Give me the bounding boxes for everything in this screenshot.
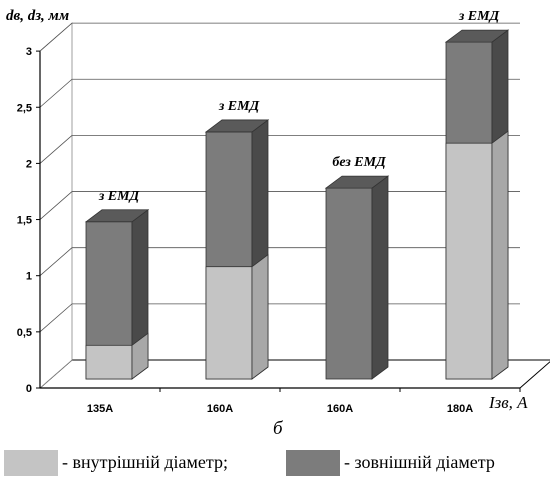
bar-annotation: з ЕМД bbox=[98, 189, 140, 204]
bar-inner-side bbox=[491, 130, 509, 380]
bar-outer-top bbox=[204, 119, 270, 133]
bar-outer-top bbox=[84, 209, 150, 223]
bar-inner-side bbox=[131, 332, 149, 380]
gridline bbox=[39, 78, 520, 108]
x-axis-label: Iзв, А bbox=[489, 393, 528, 412]
bar-outer-side bbox=[371, 175, 389, 380]
figure-caption: б bbox=[273, 418, 283, 439]
bar-outer-top bbox=[324, 175, 390, 189]
gridline bbox=[39, 22, 520, 52]
y-tick-label: 2 bbox=[26, 158, 32, 170]
bar-inner-front bbox=[205, 266, 253, 380]
y-tick-label: 0 bbox=[26, 383, 32, 395]
legend: - внутрішній діаметр; - зовнішній діамет… bbox=[0, 448, 550, 478]
bar-annotation: з ЕМД bbox=[218, 99, 260, 114]
y-tick-label: 0,5 bbox=[17, 327, 32, 339]
legend-label-outer: - зовнішній діаметр bbox=[344, 452, 495, 472]
x-tick-label: 135А bbox=[87, 403, 113, 415]
bar-inner-front bbox=[445, 142, 493, 380]
bar-annotation: без ЕМД bbox=[332, 155, 386, 170]
legend-swatch-outer bbox=[286, 450, 340, 476]
bar-inner-front bbox=[85, 344, 133, 380]
y-tick-label: 1 bbox=[26, 271, 32, 283]
x-tick-label: 160А bbox=[327, 403, 353, 415]
bar-annotation: з ЕМД bbox=[458, 9, 500, 24]
x-tick-label: 160А bbox=[207, 403, 233, 415]
bar-outer-top bbox=[444, 29, 510, 43]
x-tick-label: 180А bbox=[447, 403, 473, 415]
legend-swatch-inner bbox=[4, 450, 58, 476]
y-tick-label: 2,5 bbox=[17, 102, 32, 114]
gridline bbox=[39, 134, 520, 164]
legend-label-inner: - внутрішній діаметр; bbox=[62, 452, 228, 472]
y-tick-label: 3 bbox=[26, 46, 32, 58]
y-tick-label: 1,5 bbox=[17, 215, 32, 227]
bar-inner-side bbox=[251, 253, 269, 380]
bar-outer-front bbox=[325, 187, 373, 380]
y-axis-label: dв, dз, мм bbox=[6, 8, 70, 24]
